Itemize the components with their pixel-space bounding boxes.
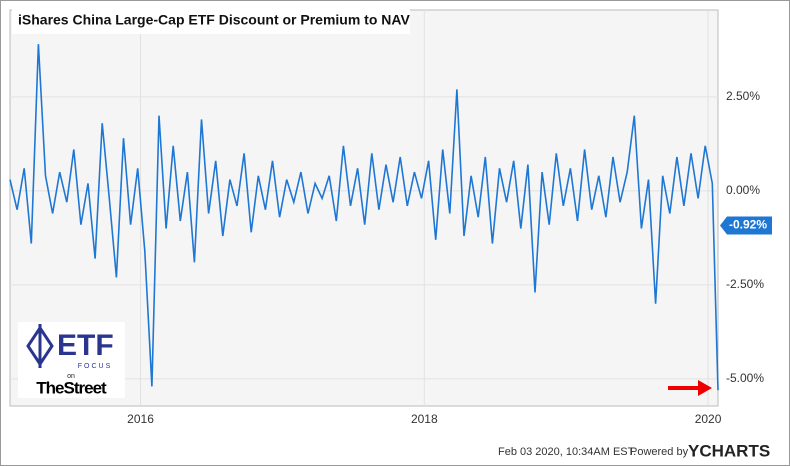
footer-powered: Powered by [630,446,689,458]
logo-sub: FOCUS [78,363,113,370]
y-tick-label: -5.00% [726,371,764,385]
x-tick-label: 2016 [127,412,154,426]
title-box [12,8,410,34]
footer-brand: YCHARTS [688,441,770,460]
y-tick-label: -2.50% [726,277,764,291]
logo-brand: TheStreet [36,378,107,397]
y-tick-label: 0.00% [726,183,760,197]
logo-on: on [67,373,75,380]
arrow [668,380,712,396]
plot-area [9,9,719,407]
chart-title: iShares China Large-Cap ETF Discount or … [18,12,410,28]
series-line [9,44,719,391]
footer-timestamp: Feb 03 2020, 10:34AM EST. [498,446,636,458]
logo: ETF FOCUS on TheStreet [18,322,125,398]
y-tick-label: 2.50% [726,89,760,103]
last-value-flag [720,216,772,235]
x-tick-label: 2018 [411,412,438,426]
arrow-head [698,380,712,396]
lines [9,44,719,391]
logo-text: ETF [57,329,114,362]
last-value-label: -0.92% [729,218,767,232]
x-tick-label: 2020 [695,412,722,426]
